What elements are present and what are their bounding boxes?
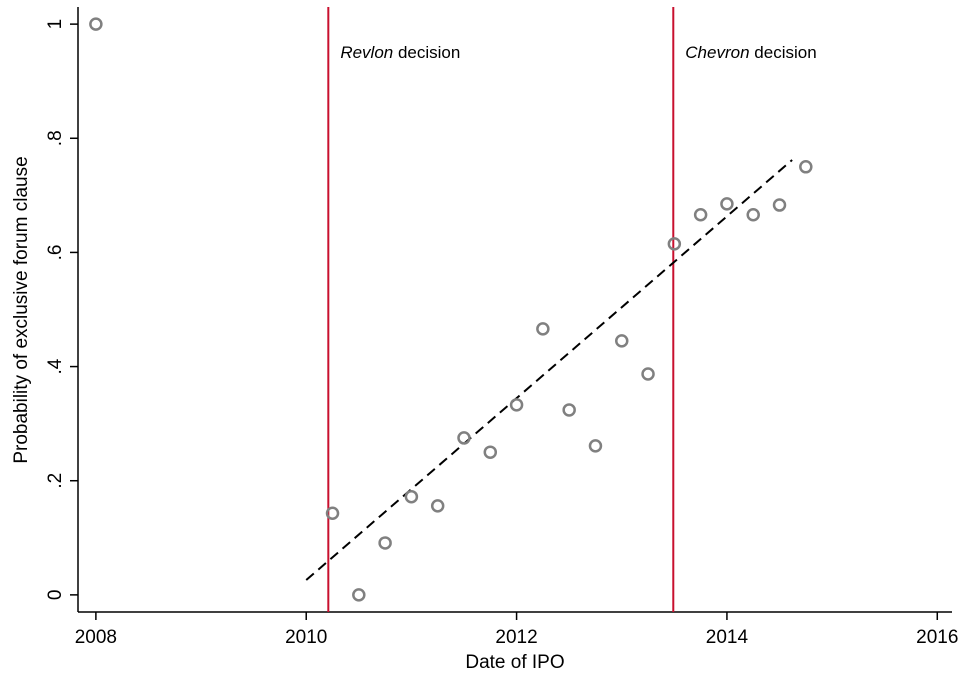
point	[562, 403, 576, 417]
point	[457, 431, 471, 445]
y-tick-label: .4	[45, 358, 66, 374]
y-tick-label: .8	[45, 130, 66, 146]
x-tick-label: 2008	[75, 627, 117, 648]
x-tick-label: 2016	[916, 627, 958, 648]
event-label-text: decision	[398, 43, 460, 62]
y-tick-label: 1	[45, 19, 66, 30]
point	[430, 499, 445, 513]
point	[509, 398, 524, 412]
x-tick-label: 2014	[706, 627, 749, 648]
point	[772, 198, 787, 212]
point	[693, 208, 708, 222]
event-label-italic: Revlon	[340, 43, 393, 62]
point	[615, 334, 629, 348]
x-tick-label: 2012	[495, 627, 537, 648]
point	[799, 160, 813, 174]
point	[325, 506, 340, 521]
x-axis-label: Date of IPO	[465, 652, 564, 673]
event-label-text: decision	[754, 43, 816, 62]
event-label: Revlon decision	[340, 43, 460, 62]
point	[352, 588, 366, 602]
fit-line	[305, 159, 793, 581]
point	[720, 197, 734, 211]
point	[667, 237, 682, 251]
event-label-italic: Chevron	[685, 43, 749, 62]
point	[536, 322, 550, 336]
point	[641, 367, 655, 381]
y-tick-label: 0	[45, 590, 66, 601]
y-tick-label: .6	[45, 244, 66, 260]
point	[89, 17, 103, 31]
point	[378, 536, 392, 550]
event-label: Chevron decision	[685, 43, 816, 62]
point	[483, 445, 498, 459]
x-tick-label: 2010	[285, 627, 327, 648]
y-tick-label: .2	[45, 473, 66, 489]
point	[404, 489, 419, 504]
point	[746, 208, 760, 222]
y-axis-label: Probability of exclusive forum clause	[11, 156, 32, 463]
point	[588, 439, 603, 453]
